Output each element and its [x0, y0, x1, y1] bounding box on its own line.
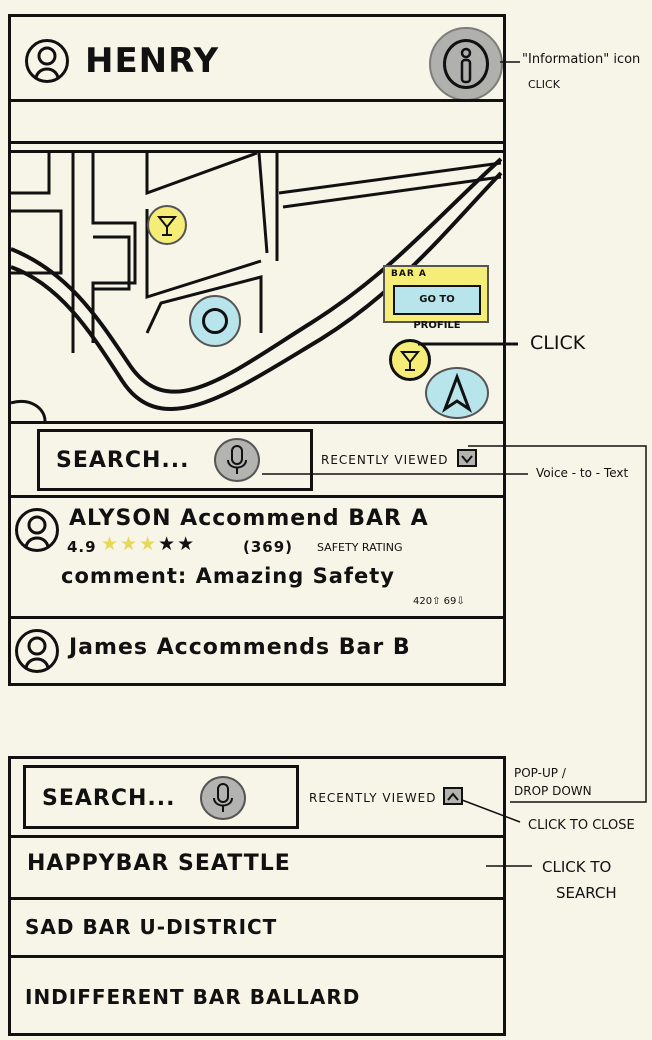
- dropdown-screen: SEARCH... RECENTLY VIEWED HAPPYBAR SEATT…: [8, 756, 506, 1036]
- user-avatar-icon: [15, 629, 59, 673]
- dropdown-item[interactable]: INDIFFERENT BAR BALLARD: [25, 985, 361, 1009]
- dropdown-item[interactable]: HAPPYBAR SEATTLE: [27, 851, 291, 876]
- feed-item[interactable]: ALYSON Accommend BAR A 4.9 ★★★★★ (369) S…: [11, 498, 503, 616]
- microphone-icon[interactable]: [200, 776, 246, 820]
- user-avatar-icon[interactable]: [25, 39, 69, 83]
- rating-count: (369): [243, 538, 294, 556]
- click-search-annotation-2: SEARCH: [556, 884, 617, 902]
- dropdown-item[interactable]: SAD BAR U-DISTRICT: [25, 915, 278, 939]
- info-icon-annotation: "Information" icon: [522, 52, 641, 67]
- recently-viewed-label: RECENTLY VIEWED: [321, 453, 449, 467]
- go-to-profile-button[interactable]: GO TO PROFILE: [393, 285, 481, 331]
- star-rating-icon: ★★★★★: [101, 533, 197, 555]
- click-annotation: CLICK: [530, 332, 586, 354]
- recently-viewed-toggle[interactable]: [457, 449, 477, 467]
- downvote-icon: ⇩: [456, 596, 465, 607]
- feed-comment: comment: Amazing Safety: [61, 564, 396, 588]
- upvote-count: 420: [413, 596, 433, 607]
- search-placeholder: SEARCH...: [42, 786, 176, 811]
- info-click-annotation: CLICK: [528, 78, 560, 91]
- search-bar[interactable]: SEARCH...: [37, 429, 313, 491]
- feed-title: ALYSON Accommend BAR A: [69, 506, 429, 531]
- bar-a-popup[interactable]: BAR A GO TO PROFILE: [383, 265, 489, 331]
- go-to-profile-label: GO TO PROFILE: [413, 294, 461, 331]
- feed-item[interactable]: James Accommends Bar B: [11, 619, 503, 683]
- upvote-icon: ⇧: [432, 596, 441, 607]
- search-bar[interactable]: SEARCH...: [23, 765, 299, 829]
- user-avatar-icon: [15, 508, 59, 552]
- chevron-up-icon: [447, 792, 459, 801]
- chevron-down-icon: [461, 455, 473, 464]
- voice-annotation: Voice - to - Text: [536, 466, 629, 480]
- click-search-annotation-1: CLICK TO: [542, 858, 612, 876]
- vote-counts: 420⇧ 69⇩: [413, 596, 465, 607]
- dropdown-annotation: DROP DOWN: [514, 784, 592, 798]
- recently-viewed-label: RECENTLY VIEWED: [309, 791, 437, 805]
- map-area[interactable]: BAR A GO TO PROFILE: [11, 153, 503, 421]
- rating-label: SAFETY RATING: [317, 541, 403, 554]
- info-icon: [443, 39, 489, 89]
- popup-title: BAR A: [391, 269, 427, 279]
- search-placeholder: SEARCH...: [56, 448, 190, 473]
- rating-value: 4.9: [67, 538, 97, 556]
- info-button[interactable]: [429, 27, 503, 101]
- microphone-icon[interactable]: [214, 438, 260, 482]
- user-name: HENRY: [85, 41, 220, 81]
- main-screen: HENRY: [8, 14, 506, 686]
- bar-marker-cocktail-icon[interactable]: [147, 205, 187, 245]
- bar-a-marker-cocktail-icon[interactable]: [389, 339, 431, 381]
- popup-annotation: POP-UP /: [514, 766, 566, 780]
- navigation-arrow-icon[interactable]: [425, 367, 489, 419]
- feed-title: James Accommends Bar B: [69, 635, 411, 660]
- downvote-count: 69: [443, 596, 457, 607]
- current-location-icon[interactable]: [189, 295, 241, 347]
- recently-viewed-toggle[interactable]: [443, 787, 463, 805]
- click-close-annotation: CLICK TO CLOSE: [528, 818, 635, 833]
